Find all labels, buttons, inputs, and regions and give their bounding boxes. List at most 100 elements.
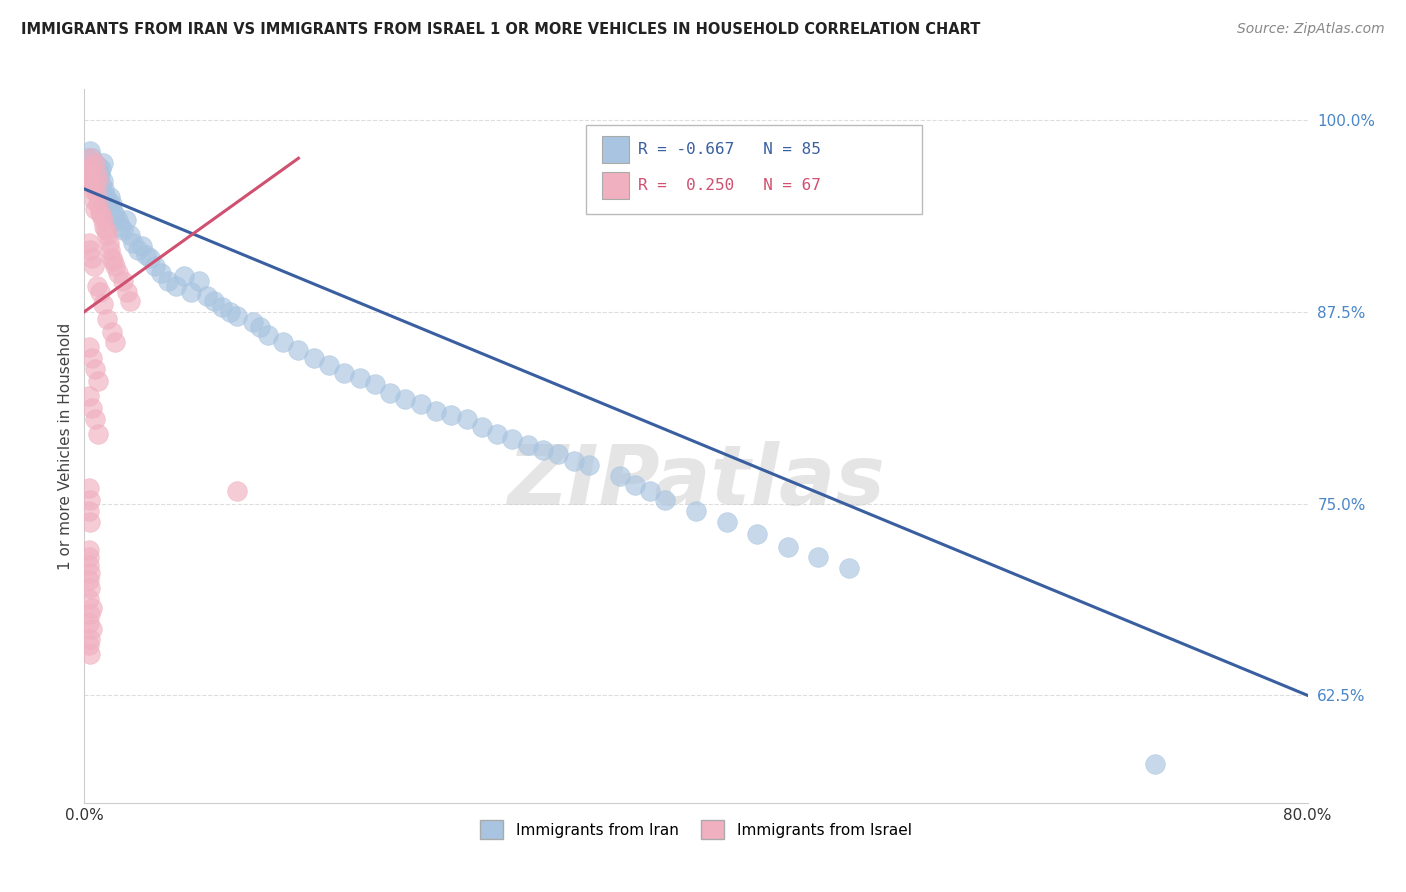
Point xyxy=(654,493,676,508)
Point xyxy=(562,453,585,467)
Point xyxy=(77,591,100,606)
Point xyxy=(471,419,494,434)
Point xyxy=(98,189,121,203)
Point xyxy=(77,638,100,652)
Point xyxy=(202,293,225,308)
Point xyxy=(104,208,127,222)
Point xyxy=(440,408,463,422)
Point xyxy=(638,484,661,499)
Text: R =  0.250   N = 67: R = 0.250 N = 67 xyxy=(638,178,821,193)
Point xyxy=(242,316,264,330)
Point xyxy=(127,244,149,258)
Point xyxy=(139,251,162,265)
Point xyxy=(101,325,124,339)
Point xyxy=(86,178,108,192)
Point xyxy=(165,278,187,293)
Point xyxy=(90,178,112,192)
Point xyxy=(547,447,569,461)
Point xyxy=(98,244,121,258)
Point xyxy=(83,161,105,176)
Point xyxy=(807,550,830,565)
Point xyxy=(380,386,402,401)
Point xyxy=(77,178,100,192)
Point xyxy=(838,561,860,575)
Point xyxy=(96,312,118,326)
Point xyxy=(77,235,100,250)
Point xyxy=(101,251,124,265)
Point xyxy=(456,412,478,426)
Point xyxy=(77,542,100,557)
Point xyxy=(271,335,294,350)
Point xyxy=(486,427,509,442)
Point xyxy=(94,223,117,237)
Point xyxy=(122,235,145,250)
Point xyxy=(80,251,103,265)
FancyBboxPatch shape xyxy=(586,125,922,214)
Point xyxy=(114,212,136,227)
Point xyxy=(79,493,101,508)
Point xyxy=(80,623,103,637)
Point xyxy=(91,212,114,227)
Point xyxy=(84,202,107,216)
Point xyxy=(107,266,129,280)
Point xyxy=(96,227,118,242)
Bar xyxy=(602,136,628,163)
Point xyxy=(89,285,111,299)
Point xyxy=(218,304,240,318)
Point xyxy=(87,197,110,211)
Point xyxy=(77,481,100,495)
Point xyxy=(531,442,554,457)
Point xyxy=(89,205,111,219)
Point xyxy=(104,259,127,273)
Point xyxy=(97,235,120,250)
Point xyxy=(77,161,100,176)
Point xyxy=(110,220,132,235)
Point xyxy=(180,285,202,299)
Point xyxy=(90,161,112,176)
Point xyxy=(249,320,271,334)
Point xyxy=(77,550,100,565)
Point xyxy=(77,558,100,572)
Point xyxy=(76,151,98,165)
Point xyxy=(86,278,108,293)
Point xyxy=(425,404,447,418)
Point xyxy=(77,389,100,403)
Y-axis label: 1 or more Vehicles in Household: 1 or more Vehicles in Household xyxy=(58,322,73,570)
Point xyxy=(87,174,110,188)
Point xyxy=(79,151,101,165)
Point xyxy=(747,527,769,541)
Point xyxy=(77,340,100,354)
Point xyxy=(83,156,105,170)
Point xyxy=(115,285,138,299)
Point xyxy=(80,401,103,416)
Point xyxy=(776,540,799,554)
Point xyxy=(364,376,387,391)
Point xyxy=(195,289,218,303)
Point xyxy=(349,370,371,384)
Point xyxy=(257,327,280,342)
Point xyxy=(80,182,103,196)
Point xyxy=(86,186,108,201)
Point xyxy=(173,269,195,284)
Point xyxy=(87,374,110,388)
Point xyxy=(84,159,107,173)
Point xyxy=(83,259,105,273)
Point xyxy=(89,182,111,196)
Point xyxy=(226,310,249,324)
Point xyxy=(80,151,103,165)
Point xyxy=(131,238,153,252)
Point xyxy=(89,167,111,181)
Point xyxy=(143,259,166,273)
Point xyxy=(394,392,416,407)
Point xyxy=(84,171,107,186)
Point xyxy=(79,515,101,529)
Point xyxy=(111,223,134,237)
Point xyxy=(87,159,110,173)
Point xyxy=(79,566,101,580)
Point xyxy=(79,647,101,661)
Point xyxy=(111,274,134,288)
Point xyxy=(77,574,100,588)
Point xyxy=(87,174,110,188)
Point xyxy=(93,182,115,196)
Point xyxy=(318,359,340,373)
